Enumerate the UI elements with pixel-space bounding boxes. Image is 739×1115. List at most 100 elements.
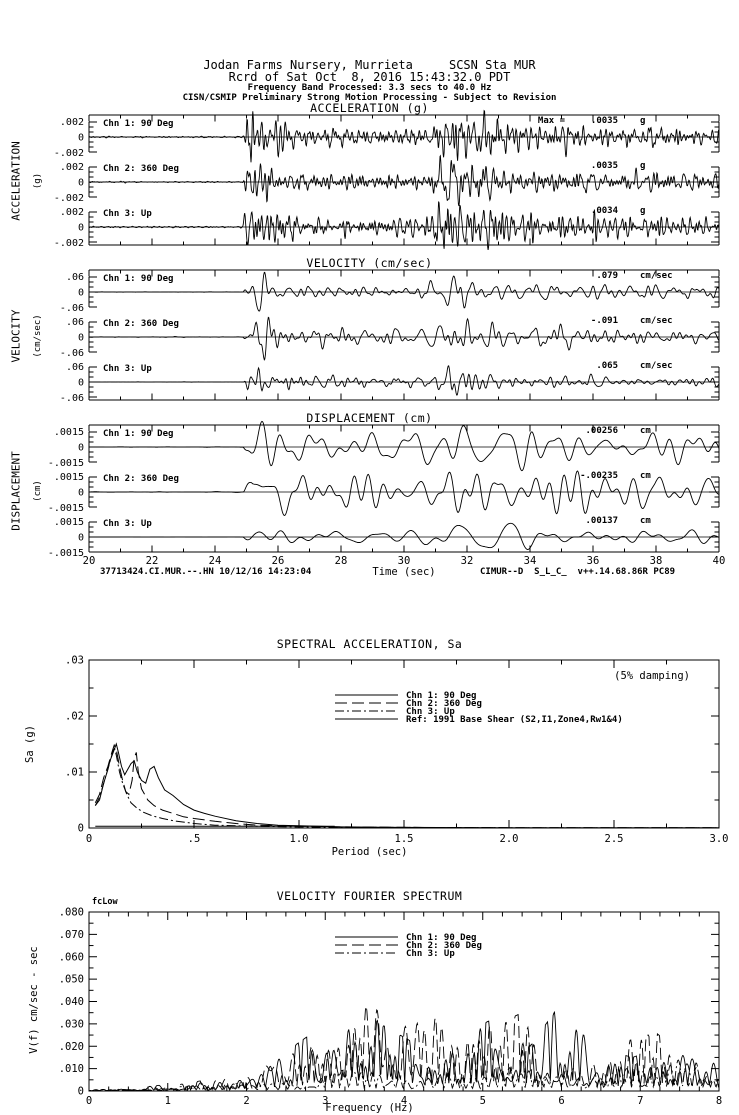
amplitude-tick-label: -.0015 <box>48 548 84 559</box>
frequency-tick-label: 2 <box>243 1095 249 1107</box>
time-tick-label: 34 <box>524 555 537 567</box>
seismogram-strip: .002 0 -.002 Chn 2: 360 Deg .0035 g <box>54 154 720 207</box>
sa-tick-label: .02 <box>65 711 84 723</box>
waveform-trace <box>88 109 720 163</box>
acceleration-chart: .002 0 -.002 Chn 1: 90 Deg Max = .0035 g .002 0 -… <box>54 109 720 250</box>
amplitude-tick-label: .06 <box>66 272 84 283</box>
time-ruler <box>88 424 720 553</box>
channel-label: Chn 2: 360 Deg <box>103 474 179 484</box>
waveform-trace <box>89 522 720 550</box>
vf-tick-label: .080 <box>59 907 84 919</box>
vf-tick-label: .040 <box>59 996 84 1008</box>
velocity-chart: .06 0 -.06 Chn 1: 90 Deg .079 cm/sec .06 0 -.06 C… <box>60 269 720 404</box>
amplitude-tick-label: 0 <box>78 333 84 344</box>
velocity-panel-title: VELOCITY (cm/sec) <box>306 256 433 270</box>
sa-tick-label: .03 <box>65 655 84 667</box>
record-id-footer: 37713424.CI.MUR.--.HN 10/12/16 14:23:04 <box>100 567 312 577</box>
processing-code-footer: CIMUR--D S_L_C_ v++.14.68.86R PC89 <box>480 567 676 577</box>
max-value: .0034 <box>591 206 619 216</box>
vf-tick-label: .060 <box>59 951 84 963</box>
waveform-trace <box>88 201 720 250</box>
amplitude-tick-label: .0015 <box>54 472 84 483</box>
period-tick-label: 2.0 <box>500 833 519 845</box>
amplitude-tick-label: .06 <box>66 317 84 328</box>
time-axis-label: Time (sec) <box>372 566 436 578</box>
legend-label: Chn 3: Up <box>406 707 455 717</box>
processing-note-line: CISN/CSMIP Preliminary Strong Motion Pro… <box>182 93 557 103</box>
seismogram-strip: .0015 0 -.0015 Chn 2: 360 Deg -.00235 cm <box>48 470 720 517</box>
amplitude-tick-label: -.06 <box>60 348 84 359</box>
waveform-trace <box>88 271 720 312</box>
frequency-tick-label: 4 <box>401 1095 407 1107</box>
channel-label: Chn 1: 90 Deg <box>103 429 173 439</box>
max-prefix: Max = <box>538 116 566 126</box>
frequency-tick-label: 5 <box>480 1095 486 1107</box>
channel-label: Chn 3: Up <box>103 519 152 529</box>
max-unit: g <box>640 161 645 171</box>
max-value: .065 <box>596 361 618 371</box>
period-tick-label: 3.0 <box>710 833 729 845</box>
fourier-spectrum-curve <box>88 1005 720 1092</box>
vf-tick-label: .070 <box>59 929 84 941</box>
vf-tick-label: .050 <box>59 974 84 986</box>
legend-label: Chn 2: 360 Deg <box>406 699 482 709</box>
time-tick-label: 24 <box>209 555 222 567</box>
displacement-chart: 20 22 24 26 28 30 32 34 36 38 40 .0015 0 -.0015 Chn 1:… <box>48 420 725 567</box>
waveform-trace <box>88 154 720 207</box>
amplitude-tick-label: .002 <box>60 162 84 173</box>
corner-frequency-label: fcLow <box>92 897 118 907</box>
sa-curve <box>94 742 719 829</box>
amplitude-tick-label: -.06 <box>60 393 84 404</box>
max-value: .0035 <box>591 161 618 171</box>
vf-tick-label: .030 <box>59 1018 84 1030</box>
waveform-trace <box>88 420 720 472</box>
station-title: Jodan Farms Nursery, Murrieta SCSN Sta M… <box>203 58 536 72</box>
period-axis-label: Period (sec) <box>331 846 408 858</box>
waveform-trace <box>88 316 720 361</box>
period-tick-label: 2.5 <box>605 833 624 845</box>
channel-label: Chn 2: 360 Deg <box>103 164 179 174</box>
frequency-tick-label: 0 <box>86 1095 92 1107</box>
fourier-spectrum-curve <box>88 1010 720 1092</box>
time-tick-label: 36 <box>587 555 600 567</box>
seismogram-strip: .06 0 -.06 Chn 3: Up .065 cm/sec <box>60 361 720 404</box>
time-tick-label: 38 <box>650 555 663 567</box>
amplitude-tick-label: 0 <box>78 378 84 389</box>
period-tick-label: 1.0 <box>290 833 309 845</box>
seismogram-strip: .06 0 -.06 Chn 2: 360 Deg -.091 cm/sec <box>60 316 720 361</box>
legend-label: Chn 2: 360 Deg <box>406 941 482 951</box>
frequency-band-line: Frequency Band Processed: 3.3 secs to 40… <box>247 83 492 93</box>
max-unit: cm <box>640 471 651 481</box>
time-tick-label: 32 <box>461 555 474 567</box>
max-unit: cm/sec <box>640 361 673 371</box>
legend-label: Chn 3: Up <box>406 949 455 959</box>
amplitude-tick-label: -.002 <box>54 238 84 249</box>
channel-label: Chn 3: Up <box>103 209 152 219</box>
max-value: .079 <box>596 271 618 281</box>
max-value: .00256 <box>585 426 618 436</box>
legend-label: Ref: 1991 Base Shear (S2,I1,Zone4,Rw1&4) <box>406 715 623 725</box>
period-tick-label: 1.5 <box>395 833 414 845</box>
frequency-tick-label: 6 <box>558 1095 564 1107</box>
seismogram-strip: .06 0 -.06 Chn 1: 90 Deg .079 cm/sec <box>60 271 720 314</box>
amplitude-tick-label: .002 <box>60 207 84 218</box>
fourier-spectrum-title: VELOCITY FOURIER SPECTRUM <box>276 889 463 903</box>
legend-label: Chn 1: 90 Deg <box>406 691 476 701</box>
displacement-panel-title: DISPLACEMENT (cm) <box>306 411 433 425</box>
channel-label: Chn 3: Up <box>103 364 152 374</box>
frequency-axis-label: Frequency (Hz) <box>325 1102 414 1114</box>
amplitude-tick-label: .0015 <box>54 517 84 528</box>
period-tick-label: 0 <box>86 833 92 845</box>
amplitude-tick-label: -.002 <box>54 193 84 204</box>
amplitude-tick-label: -.002 <box>54 148 84 159</box>
fourier-spectrum-chart: 0 1 2 3 4 5 6 7 8 0 .010 .020 .030 .040 .050 .060 .070 .0… <box>59 907 722 1108</box>
period-tick-label: .5 <box>188 833 201 845</box>
fourier-spectrum-curve <box>89 1059 720 1092</box>
time-tick-label: 20 <box>83 555 96 567</box>
max-unit: cm/sec <box>640 271 673 281</box>
max-unit: g <box>640 206 645 216</box>
amplitude-tick-label: 0 <box>78 223 84 234</box>
max-value: -.00235 <box>580 471 618 481</box>
